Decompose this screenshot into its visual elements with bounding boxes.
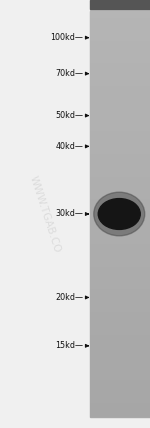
Ellipse shape <box>94 192 145 236</box>
Text: 30kd—: 30kd— <box>55 209 83 219</box>
Text: 20kd—: 20kd— <box>55 293 83 302</box>
Text: 50kd—: 50kd— <box>55 111 83 120</box>
Bar <box>90 0 150 9</box>
Bar <box>90 11 150 417</box>
Text: 100kd—: 100kd— <box>50 33 83 42</box>
Text: 40kd—: 40kd— <box>55 142 83 151</box>
Text: WWW.TGAB.CO: WWW.TGAB.CO <box>28 174 62 254</box>
Ellipse shape <box>98 199 140 229</box>
Text: 70kd—: 70kd— <box>55 69 83 78</box>
Text: 15kd—: 15kd— <box>55 341 83 351</box>
